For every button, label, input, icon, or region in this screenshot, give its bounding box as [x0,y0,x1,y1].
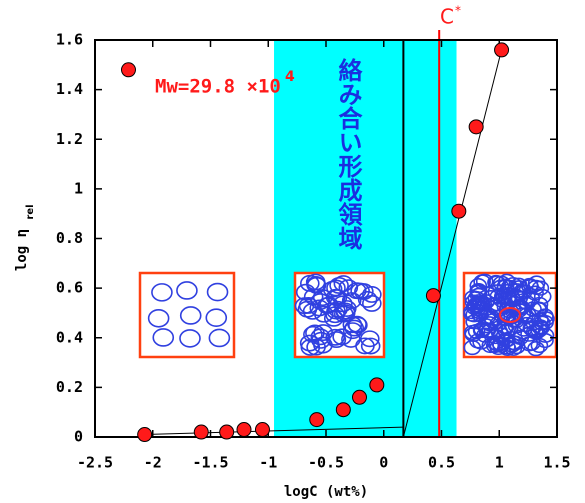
data-point [469,120,483,134]
y-tick-label: 1.6 [56,31,83,49]
x-tick-label: -2.5 [77,454,113,472]
y-axis-label-sub: rel [25,204,36,219]
data-point [352,390,366,404]
data-point [336,403,350,417]
illustration-box [140,273,234,357]
y-tick-label: 1.4 [56,80,83,98]
x-tick-label: 1 [495,454,504,472]
x-tick-label: -0.5 [308,454,344,472]
annotation-cstar-sup: * [455,4,461,18]
data-point [194,425,208,439]
data-point [121,63,135,77]
data-point [452,204,466,218]
data-point [370,378,384,392]
y-tick-label: 1 [74,179,83,197]
x-tick-label: 1.5 [543,454,570,472]
y-tick-label: 0.8 [56,229,83,247]
annotation-region: 絡み合い形成領域 [334,57,362,251]
y-tick-label: 0.2 [56,378,83,396]
annotation-mw-sup: 4 [285,69,295,85]
y-tick-label: 1.2 [56,130,83,148]
data-point [138,428,152,442]
y-tick-label: 0.6 [56,279,83,297]
x-tick-label: -1.5 [192,454,228,472]
x-axis-label: logC (wt%) [284,484,368,500]
y-tick-label: 0.4 [56,328,83,346]
annotation-mw: Mw=29.8 ×10 [155,76,281,98]
annotation-cstar: C [440,5,454,29]
data-point [426,289,440,303]
y-tick-label: 0 [74,428,83,446]
x-tick-label: 0 [379,454,388,472]
data-point [495,43,509,57]
x-tick-label: -2 [144,454,162,472]
x-tick-label: -1 [259,454,277,472]
shaded-region [274,40,456,437]
data-point [310,413,324,427]
x-tick-label: 0.5 [428,454,455,472]
chart: logC (wt%) log η rel -2.5 -2 -1.5 -1 -0.5 0 0.… [0,0,585,503]
data-point [237,423,251,437]
data-point [255,423,269,437]
y-axis-label: log η [14,229,30,271]
data-point [220,425,234,439]
